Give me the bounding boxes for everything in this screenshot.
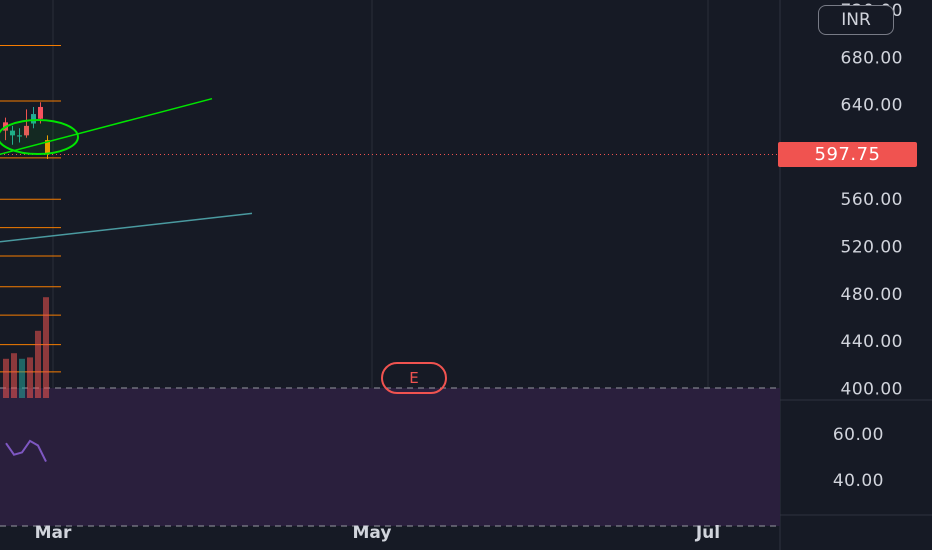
candle-body (17, 135, 22, 137)
price-tick-label: 400.00 (841, 379, 903, 399)
volume-bar (3, 358, 9, 398)
volume-bar (43, 297, 49, 398)
volume-bar (35, 330, 41, 398)
trend-line (0, 97, 213, 155)
time-tick-label: Mar (35, 523, 72, 543)
earnings-event-marker[interactable]: E (381, 362, 447, 394)
price-tick-label: 680.00 (841, 48, 903, 68)
currency-button[interactable]: INR (818, 5, 894, 35)
price-tick-label: 640.00 (841, 96, 903, 116)
price-tick-label: 520.00 (841, 238, 903, 258)
volume-bar (27, 357, 33, 398)
price-tick-label: 480.00 (841, 285, 903, 305)
volume-bar (11, 353, 17, 398)
volume-bars (3, 297, 49, 398)
time-tick-label: May (353, 523, 392, 543)
last-price-label: 597.75 (778, 142, 917, 167)
candle-body (24, 125, 29, 136)
rsi-band (0, 388, 780, 526)
price-tick-label: 560.00 (841, 190, 903, 210)
trendline-drawings (0, 97, 780, 243)
rsi-tick-label: 40.00 (833, 471, 884, 491)
candle-body (45, 140, 50, 155)
fib-retracement-drawing (0, 44, 61, 373)
price-tick-label: 440.00 (841, 332, 903, 352)
time-tick-label: Jul (695, 523, 720, 543)
rsi-tick-label: 60.00 (833, 425, 884, 445)
candle-body (38, 106, 43, 119)
volume-bar (19, 358, 25, 398)
rsi-line (5, 439, 47, 463)
candle-body (31, 114, 36, 124)
highlight-ellipse (0, 119, 79, 155)
channel-line (0, 212, 253, 243)
rsi-pane (0, 387, 780, 527)
candle-body (10, 130, 15, 136)
